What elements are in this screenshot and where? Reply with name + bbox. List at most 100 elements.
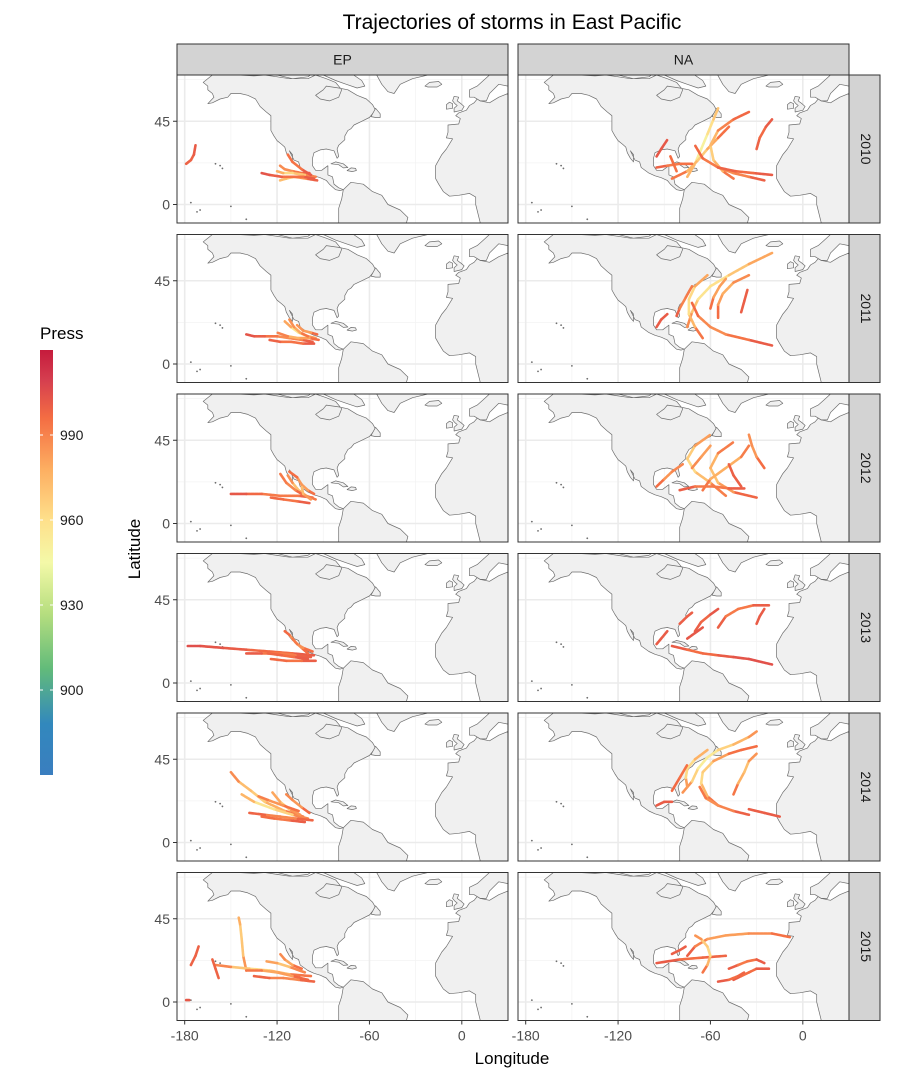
series-NA-2011 [655, 251, 774, 347]
track-segment [269, 657, 288, 663]
track-segment [295, 499, 311, 505]
island-dot [229, 683, 232, 686]
track-segment [283, 320, 293, 329]
island-dot [586, 856, 589, 859]
island-dot [570, 843, 573, 846]
land-polygon [446, 101, 453, 110]
track-segment [698, 785, 708, 800]
track-segment [655, 958, 682, 965]
island-dot [199, 209, 201, 211]
storm-track [693, 607, 720, 633]
track-segment [727, 748, 743, 756]
storm-track [755, 607, 766, 626]
track-segment [194, 945, 200, 958]
track-segment [283, 168, 294, 173]
track-segment [278, 472, 288, 485]
storm-track [269, 657, 317, 663]
track-segment [659, 312, 669, 321]
track-segment [699, 132, 709, 151]
track-segment [724, 333, 751, 342]
land-polygon [452, 733, 465, 751]
island-dot [196, 211, 198, 213]
storm-track [189, 945, 200, 967]
track-segment [718, 277, 728, 288]
storm-track [716, 971, 746, 983]
track-segment [732, 655, 751, 661]
track-segment [685, 648, 705, 655]
track-segment [701, 652, 720, 657]
track-segment [266, 798, 285, 807]
track-segment [300, 168, 313, 177]
storm-track [655, 800, 674, 807]
track-segment [245, 648, 271, 653]
island-dot [570, 364, 573, 367]
track-segment [275, 331, 290, 338]
track-segment [655, 164, 669, 169]
track-segment [189, 954, 197, 967]
island-dot [196, 689, 198, 692]
storm-track [727, 958, 766, 971]
track-segment [211, 958, 217, 971]
land-polygon [617, 713, 653, 718]
track-segment [750, 444, 758, 459]
panel-border [176, 872, 509, 1021]
storm-track [716, 166, 774, 177]
axes: 0 45 0 45 0 45 0 45 0 45 0 45 -180 -120 -60 0 -180 -120 -6… [154, 113, 806, 1043]
land-polygon [202, 553, 376, 670]
legend-tick-label: 900 [60, 682, 84, 698]
island-dot [537, 211, 539, 213]
track-segment [192, 144, 197, 156]
row-strip-2010: 2010 [848, 74, 881, 224]
land-polygon [446, 261, 453, 270]
land-polygon [679, 500, 750, 542]
track-segment [670, 948, 682, 956]
land-polygon [671, 799, 690, 807]
land-polygon [787, 580, 794, 589]
track-segment [283, 629, 291, 637]
track-segment [716, 118, 735, 132]
land-polygon [617, 553, 653, 558]
land-polygon [793, 733, 806, 751]
track-segment [699, 781, 709, 798]
land-polygon [370, 107, 381, 118]
island-dot [530, 520, 533, 523]
island-dot [586, 218, 589, 221]
track-segment [716, 440, 735, 455]
track-segment [716, 125, 731, 140]
track-segment [245, 333, 256, 338]
storm-track [747, 433, 766, 470]
island-dot [537, 1008, 539, 1011]
track-segment [297, 978, 316, 983]
track-segment [295, 475, 304, 486]
storm-track [685, 251, 774, 329]
land-polygon [543, 713, 717, 829]
track-segment [252, 800, 276, 811]
land-polygon [543, 553, 717, 670]
track-segment [727, 974, 740, 982]
land-polygon [765, 81, 784, 88]
track-segment [289, 340, 305, 345]
y-tick-label: 0 [162, 675, 170, 691]
land-polygon [322, 713, 366, 727]
island-dot [245, 696, 248, 699]
y-tick-label: 0 [162, 835, 170, 851]
island-dot [570, 1002, 573, 1005]
island-dot [562, 327, 565, 329]
track-segment [268, 338, 282, 344]
track-segment [724, 932, 751, 937]
track-segment [678, 945, 688, 952]
island-dot [540, 847, 542, 849]
track-segment [678, 485, 697, 492]
track-segment [747, 807, 766, 815]
track-segment [687, 284, 697, 301]
storm-track [727, 744, 758, 756]
land-polygon [671, 480, 690, 488]
storm-track [670, 945, 688, 956]
facet-panels [176, 74, 850, 1021]
track-segment [732, 171, 751, 179]
track-segment [685, 611, 694, 618]
storm-track [709, 277, 728, 310]
track-segment [286, 334, 300, 340]
island-dot [245, 218, 248, 221]
track-segment [696, 314, 712, 329]
